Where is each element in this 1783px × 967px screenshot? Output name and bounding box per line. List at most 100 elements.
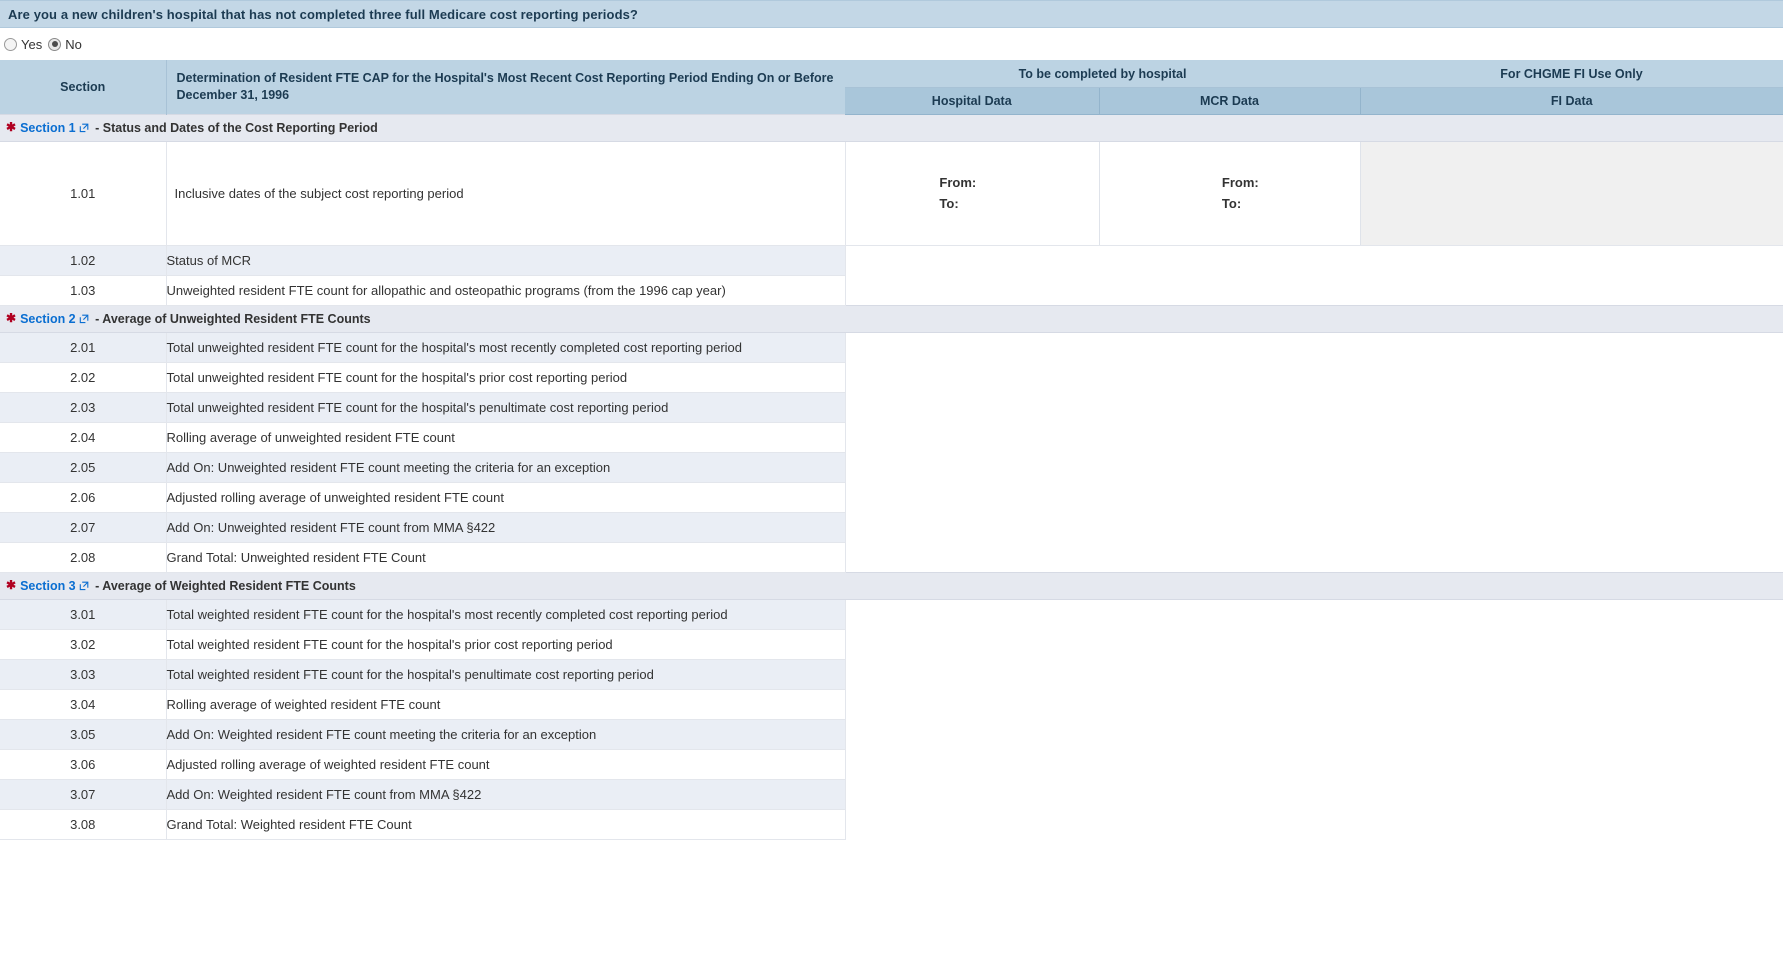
radio-circle-icon — [4, 37, 17, 51]
hospital-data-cell[interactable] — [845, 719, 1099, 750]
section-title: - Average of Unweighted Resident FTE Cou… — [91, 312, 371, 326]
fi-data-cell — [1360, 779, 1783, 810]
mcr-data-cell[interactable] — [1099, 719, 1360, 750]
hospital-data-cell[interactable] — [845, 809, 1099, 840]
fi-data-cell — [1360, 809, 1783, 840]
header-subgroup-row: Hospital Data MCR Data FI Data — [0, 87, 1783, 115]
mcr-data-cell[interactable] — [1099, 452, 1360, 483]
row-description: Grand Total: Weighted resident FTE Count — [166, 809, 846, 840]
row-description: Add On: Unweighted resident FTE count fr… — [166, 512, 846, 543]
section-link[interactable]: Section 1 — [20, 121, 76, 135]
mcr-data-cell[interactable] — [1099, 629, 1360, 660]
table-row: 3.01 Total weighted resident FTE count f… — [0, 599, 1783, 630]
section-link[interactable]: Section 2 — [20, 312, 76, 326]
mcr-data-cell[interactable] — [1099, 245, 1360, 276]
hospital-data-cell[interactable] — [845, 542, 1099, 573]
hospital-data-cell[interactable] — [845, 512, 1099, 543]
hospital-data-cell[interactable] — [845, 659, 1099, 690]
hospital-data-cell[interactable] — [845, 362, 1099, 393]
row-description: Grand Total: Unweighted resident FTE Cou… — [166, 542, 846, 573]
fi-data-cell — [1360, 542, 1783, 573]
mcr-data-cell[interactable] — [1099, 689, 1360, 720]
mcr-data-cell[interactable] — [1099, 362, 1360, 393]
external-link-icon — [79, 580, 89, 594]
fte-cap-determination-table: Section Determination of Resident FTE CA… — [0, 60, 1783, 840]
row-description: Total weighted resident FTE count for th… — [166, 629, 846, 660]
mcr-data-cell[interactable] — [1099, 332, 1360, 363]
mcr-data-cell[interactable] — [1099, 542, 1360, 573]
from-label: From: — [939, 175, 977, 191]
header-group-row: Section Determination of Resident FTE CA… — [0, 60, 1783, 115]
question-text: Are you a new children's hospital that h… — [8, 6, 638, 22]
hospital-data-cell[interactable] — [845, 392, 1099, 423]
row-number: 3.04 — [0, 689, 167, 720]
mcr-data-cell[interactable] — [1099, 599, 1360, 630]
row-description: Adjusted rolling average of weighted res… — [166, 749, 846, 780]
row-number: 3.05 — [0, 719, 167, 750]
section-header-row: ✱ Section 3 - Average of Weighted Residen… — [0, 572, 1783, 600]
table-row: 3.08 Grand Total: Weighted resident FTE … — [0, 809, 1783, 840]
hospital-data-cell[interactable] — [845, 749, 1099, 780]
required-asterisk-icon: ✱ — [6, 311, 17, 325]
radio-label-yes: Yes — [21, 36, 43, 52]
hospital-data-cell[interactable]: From: To: — [845, 141, 1100, 246]
table-row: 2.05 Add On: Unweighted resident FTE cou… — [0, 452, 1783, 483]
table-row: 1.03 Unweighted resident FTE count for a… — [0, 275, 1783, 306]
row-description: Inclusive dates of the subject cost repo… — [166, 141, 846, 246]
row-number: 3.07 — [0, 779, 167, 810]
hospital-data-cell[interactable] — [845, 779, 1099, 810]
table-row: 2.03 Total unweighted resident FTE count… — [0, 392, 1783, 423]
section-link[interactable]: Section 3 — [20, 579, 76, 593]
mcr-data-cell[interactable] — [1099, 809, 1360, 840]
table-row: 1.02 Status of MCR — [0, 245, 1783, 276]
row-number: 1.02 — [0, 245, 167, 276]
radio-option-yes[interactable]: Yes — [4, 37, 42, 52]
mcr-data-cell[interactable] — [1099, 659, 1360, 690]
hospital-data-cell[interactable] — [845, 245, 1099, 276]
hospital-data-cell[interactable] — [845, 599, 1099, 630]
mcr-data-cell[interactable] — [1099, 482, 1360, 513]
fi-data-cell — [1360, 689, 1783, 720]
fi-data-cell — [1360, 659, 1783, 690]
mcr-data-cell[interactable] — [1099, 749, 1360, 780]
section-title: - Average of Weighted Resident FTE Count… — [91, 579, 356, 593]
hospital-data-cell[interactable] — [845, 482, 1099, 513]
fi-data-cell — [1360, 719, 1783, 750]
hospital-data-cell[interactable] — [845, 275, 1099, 306]
mcr-data-cell[interactable] — [1099, 275, 1360, 306]
table-row: 2.01 Total unweighted resident FTE count… — [0, 332, 1783, 363]
fi-data-cell — [1360, 362, 1783, 393]
external-link-icon — [79, 313, 89, 327]
radio-option-no[interactable]: No — [48, 37, 82, 52]
hospital-data-cell[interactable] — [845, 629, 1099, 660]
fi-data-cell — [1360, 452, 1783, 483]
mcr-data-cell[interactable] — [1099, 512, 1360, 543]
hospital-data-cell[interactable] — [845, 332, 1099, 363]
mcr-data-cell[interactable] — [1099, 392, 1360, 423]
mcr-data-cell[interactable] — [1099, 779, 1360, 810]
table-row: 2.04 Rolling average of unweighted resid… — [0, 422, 1783, 453]
header-mcr-data: MCR Data — [1099, 87, 1361, 115]
row-number: 3.01 — [0, 599, 167, 630]
mcr-data-cell[interactable]: From: To: — [1099, 141, 1361, 246]
table-row: 2.08 Grand Total: Unweighted resident FT… — [0, 542, 1783, 573]
radio-label-no: No — [65, 36, 82, 52]
row-description: Add On: Weighted resident FTE count from… — [166, 779, 846, 810]
hospital-data-cell[interactable] — [845, 689, 1099, 720]
section-header-cell: ✱ Section 3 - Average of Weighted Residen… — [0, 572, 1783, 600]
row-description: Rolling average of weighted resident FTE… — [166, 689, 846, 720]
hospital-data-cell[interactable] — [845, 422, 1099, 453]
hospital-data-cell[interactable] — [845, 452, 1099, 483]
row-number: 2.05 — [0, 452, 167, 483]
section-header-row: ✱ Section 1 - Status and Dates of the Cos… — [0, 114, 1783, 142]
fi-data-cell — [1360, 749, 1783, 780]
fi-data-cell — [1360, 599, 1783, 630]
mcr-data-cell[interactable] — [1099, 422, 1360, 453]
to-label: To: — [939, 195, 959, 211]
fi-data-cell — [1360, 275, 1783, 306]
table-row: 2.07 Add On: Unweighted resident FTE cou… — [0, 512, 1783, 543]
fi-data-cell — [1360, 482, 1783, 513]
fi-data-cell — [1360, 141, 1783, 246]
row-description: Total weighted resident FTE count for th… — [166, 599, 846, 630]
section-header-cell: ✱ Section 1 - Status and Dates of the Cos… — [0, 114, 1783, 142]
